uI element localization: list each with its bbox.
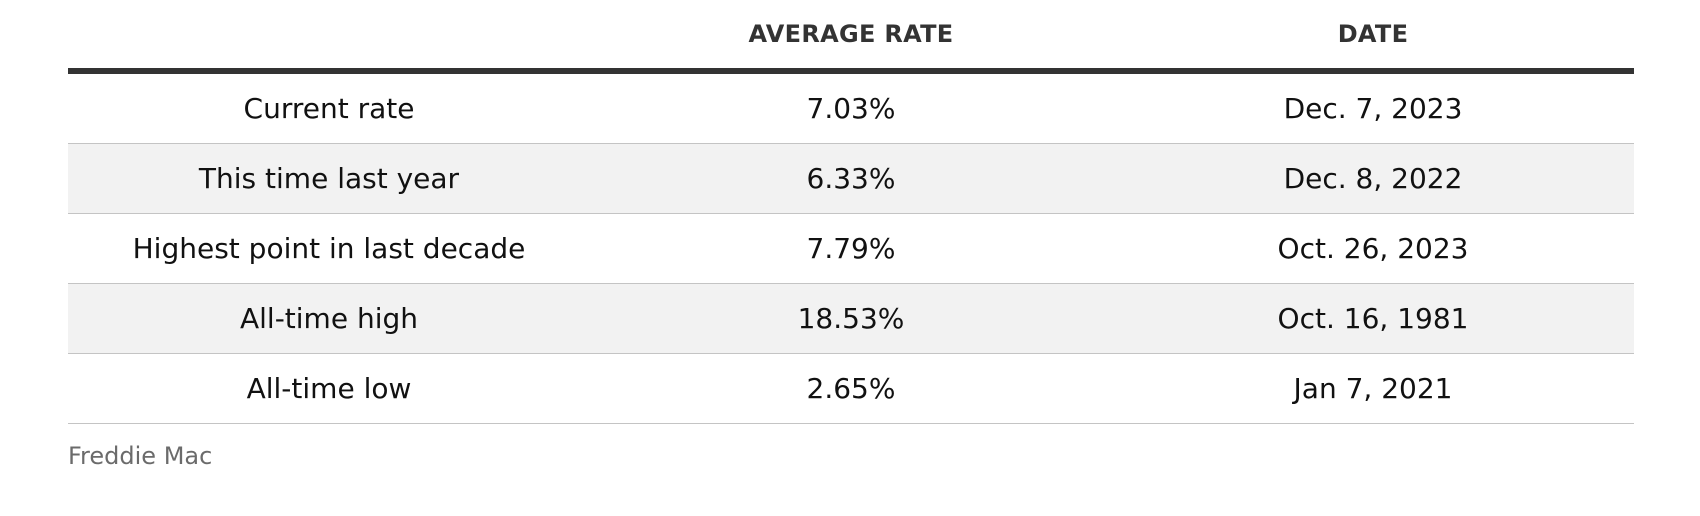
row-label: All-time high — [68, 283, 590, 354]
table-body: Current rate 7.03% Dec. 7, 2023 This tim… — [68, 71, 1634, 424]
table-row: This time last year 6.33% Dec. 8, 2022 — [68, 143, 1634, 214]
header-row: AVERAGE RATE DATE — [68, 0, 1634, 74]
row-rate: 6.33% — [590, 143, 1112, 214]
row-date: Jan 7, 2021 — [1112, 353, 1634, 424]
row-date: Dec. 7, 2023 — [1112, 71, 1634, 144]
row-label: Highest point in last decade — [68, 213, 590, 284]
table-row: Highest point in last decade 7.79% Oct. … — [68, 213, 1634, 284]
row-rate: 2.65% — [590, 353, 1112, 424]
row-rate: 18.53% — [590, 283, 1112, 354]
table-row: All-time high 18.53% Oct. 16, 1981 — [68, 283, 1634, 354]
row-date: Dec. 8, 2022 — [1112, 143, 1634, 214]
rates-table: AVERAGE RATE DATE Current rate 7.03% Dec… — [68, 0, 1634, 424]
header-average-rate: AVERAGE RATE — [590, 0, 1112, 74]
row-rate: 7.03% — [590, 71, 1112, 144]
row-date: Oct. 16, 1981 — [1112, 283, 1634, 354]
row-date: Oct. 26, 2023 — [1112, 213, 1634, 284]
source-note: Freddie Mac — [68, 442, 213, 470]
table-row: Current rate 7.03% Dec. 7, 2023 — [68, 71, 1634, 144]
table-row: All-time low 2.65% Jan 7, 2021 — [68, 353, 1634, 424]
rates-table-container: AVERAGE RATE DATE Current rate 7.03% Dec… — [68, 0, 1634, 470]
row-label: This time last year — [68, 143, 590, 214]
row-rate: 7.79% — [590, 213, 1112, 284]
row-label: All-time low — [68, 353, 590, 424]
header-date: DATE — [1112, 0, 1634, 74]
table-header: AVERAGE RATE DATE — [68, 0, 1634, 74]
row-label: Current rate — [68, 71, 590, 144]
header-label-column — [68, 0, 590, 74]
